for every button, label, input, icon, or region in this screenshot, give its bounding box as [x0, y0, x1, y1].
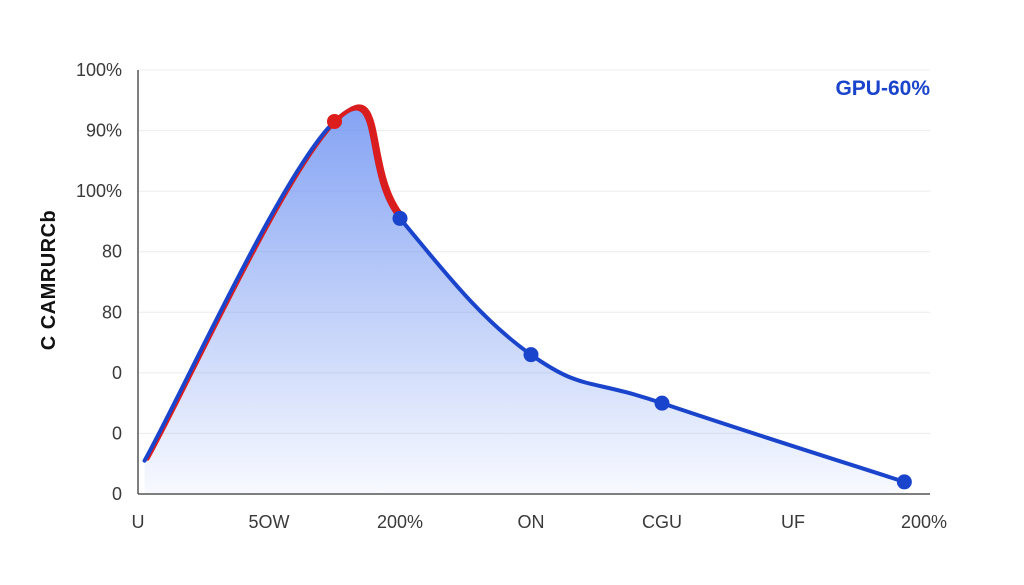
y-tick-label: 100% [76, 181, 122, 201]
data-markers [327, 113, 912, 490]
y-tick-label: 80 [102, 302, 122, 322]
x-tick-label: 5OW [248, 512, 289, 532]
data-point-marker[interactable] [327, 113, 342, 129]
x-tick-label: UF [781, 512, 805, 532]
y-tick-label: 100% [76, 60, 122, 80]
series-lines [142, 104, 907, 484]
data-point-marker[interactable] [654, 395, 670, 411]
data-point-marker[interactable] [392, 210, 408, 226]
x-tick-label: 200% [377, 512, 423, 532]
x-tick-labels: U 5OW 200% ON CGU UF 200% [132, 512, 948, 532]
data-point-marker[interactable] [523, 347, 539, 363]
series-label: GPU-60% [835, 77, 930, 100]
x-tick-label: ON [518, 512, 545, 532]
x-tick-label: 200% [901, 512, 947, 532]
y-tick-labels: 0 0 0 80 80 100% 90% 100% [76, 60, 122, 504]
series-line [142, 106, 907, 484]
y-tick-label: 80 [102, 242, 122, 262]
y-tick-label: 0 [112, 363, 122, 383]
data-point-marker[interactable] [896, 474, 912, 490]
y-tick-label: 0 [112, 423, 122, 443]
area-fill [144, 108, 905, 494]
y-axis-label: C CAMRURCb [38, 210, 60, 351]
peak-segment-line [332, 106, 402, 221]
axes [137, 70, 930, 495]
x-tick-label: U [132, 512, 145, 532]
y-tick-label: 0 [112, 484, 122, 504]
x-tick-label: CGU [642, 512, 682, 532]
area-fill-shape [144, 108, 905, 494]
y-tick-label: 90% [86, 121, 122, 141]
